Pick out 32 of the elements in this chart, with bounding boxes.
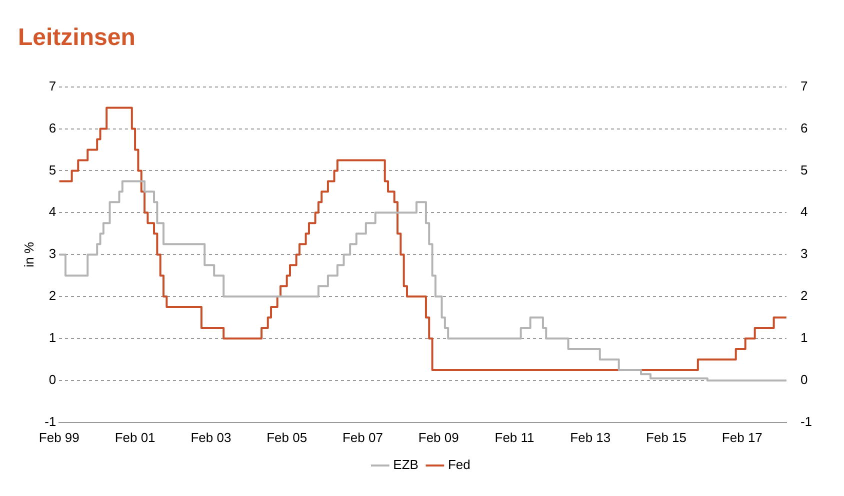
x-tick-label: Feb 13 [570, 430, 611, 445]
x-tick-label: Feb 11 [494, 430, 534, 445]
y-tick-label: 3 [48, 246, 56, 262]
y-tick-label: 1 [48, 330, 56, 346]
y2-tick-label: -1 [800, 414, 812, 429]
y-tick-label: -1 [44, 414, 56, 429]
x-tick-label: Feb 07 [342, 430, 383, 445]
y-tick-label: 5 [48, 162, 56, 178]
y-tick-label: 6 [48, 120, 56, 136]
x-tick-label: Feb 17 [722, 430, 762, 445]
y-tick-label: 7 [48, 78, 56, 94]
y2-tick-label: 3 [800, 246, 808, 262]
y2-tick-label: 7 [800, 78, 808, 94]
y2-tick-label: 0 [800, 372, 808, 388]
x-tick-label: Feb 03 [190, 430, 232, 445]
y2-tick-label: 5 [800, 162, 808, 178]
x-tick-label: Feb 15 [646, 430, 687, 445]
y2-tick-label: 2 [800, 288, 808, 304]
x-tick-label: Feb 09 [418, 430, 459, 445]
y2-tick-label: 4 [800, 204, 808, 220]
y2-tick-label: 1 [800, 330, 808, 346]
legend-label: EZB [393, 457, 418, 472]
y-tick-label: 4 [48, 204, 56, 220]
legend-label: Fed [448, 457, 470, 472]
x-tick-label: Feb 01 [114, 430, 156, 445]
x-tick-label: Feb 05 [266, 430, 308, 445]
chart-title: Leitzinsen [18, 24, 136, 52]
y-axis-title: in % [21, 242, 36, 268]
y-tick-label: 2 [48, 288, 56, 304]
y2-tick-label: 6 [800, 120, 808, 136]
y-tick-label: 0 [48, 372, 56, 388]
x-tick-label: Feb 99 [38, 430, 80, 445]
